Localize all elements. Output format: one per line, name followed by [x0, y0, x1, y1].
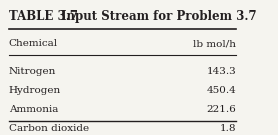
Text: TABLE 3.7: TABLE 3.7	[9, 10, 78, 23]
Text: Nitrogen: Nitrogen	[9, 67, 56, 76]
Text: Ammonia: Ammonia	[9, 105, 58, 114]
Text: lb mol/h: lb mol/h	[193, 39, 236, 48]
Text: 1.8: 1.8	[220, 124, 236, 133]
Text: Input Stream for Problem 3.7: Input Stream for Problem 3.7	[61, 10, 256, 23]
Text: 450.4: 450.4	[207, 86, 236, 95]
Text: Chemical: Chemical	[9, 39, 58, 48]
Text: Hydrogen: Hydrogen	[9, 86, 61, 95]
Text: 143.3: 143.3	[207, 67, 236, 76]
Text: Carbon dioxide: Carbon dioxide	[9, 124, 89, 133]
Text: 221.6: 221.6	[207, 105, 236, 114]
